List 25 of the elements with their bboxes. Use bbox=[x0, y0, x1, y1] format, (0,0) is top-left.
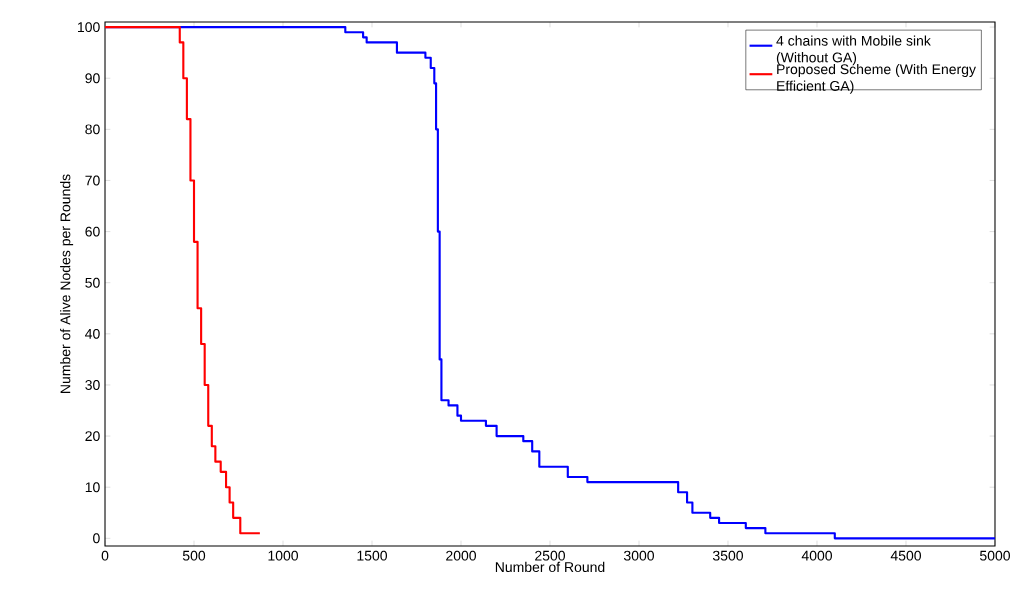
y-tick-label: 100 bbox=[78, 22, 100, 33]
x-tick-label: 4500 bbox=[890, 550, 922, 561]
y-tick-label: 90 bbox=[85, 73, 100, 84]
x-tick-label: 1000 bbox=[268, 550, 299, 561]
x-axis-title: Number of Round bbox=[495, 561, 605, 573]
y-tick-label: 50 bbox=[85, 277, 100, 288]
y-tick-label: 20 bbox=[85, 431, 100, 442]
x-tick-label: 3500 bbox=[712, 550, 744, 561]
legend-label: Proposed Scheme (With Energy Efficient GA) bbox=[777, 63, 976, 94]
x-tick-label: 3000 bbox=[623, 550, 655, 561]
y-tick-label: 10 bbox=[85, 482, 100, 493]
y-tick-label: 80 bbox=[85, 124, 100, 135]
x-tick-label: 500 bbox=[182, 550, 206, 561]
x-tick-label: 4000 bbox=[801, 550, 833, 561]
y-tick-label: 40 bbox=[85, 328, 100, 339]
x-tick-label: 0 bbox=[101, 550, 109, 561]
x-tick-label: 1500 bbox=[357, 550, 388, 561]
x-tick-label: 2000 bbox=[446, 550, 477, 561]
y-tick-label: 30 bbox=[85, 380, 100, 390]
y-tick-label: 0 bbox=[93, 533, 100, 544]
y-tick-label: 60 bbox=[85, 226, 100, 237]
x-tick-label: 5000 bbox=[979, 550, 1011, 561]
y-axis-title: Number of Alive Nodes per Rounds bbox=[60, 174, 74, 393]
x-tick-label: 2500 bbox=[535, 550, 566, 561]
y-tick-label: 70 bbox=[85, 175, 100, 186]
